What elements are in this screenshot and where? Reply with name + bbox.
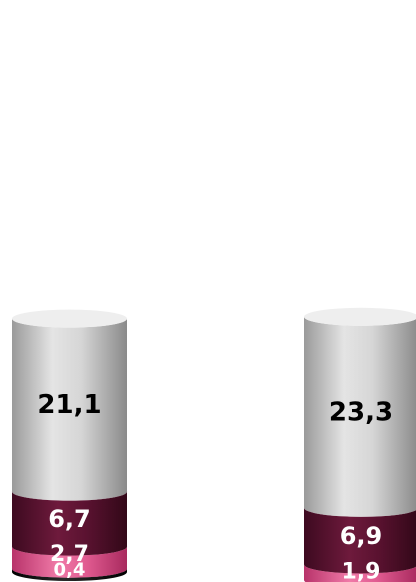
bar-segment-cap-0-3 — [12, 309, 127, 328]
bar-segment-1-1 — [304, 564, 416, 582]
bar-segment-0-3 — [12, 318, 127, 501]
bar-segment-cap-1-3 — [304, 307, 416, 326]
bar-segment-1-3 — [304, 316, 416, 517]
bar-segment-0-2 — [12, 491, 127, 556]
data-label-1-2: 6,9 — [340, 522, 383, 550]
bar-segment-0-0 — [12, 568, 127, 581]
data-label-0-0: 0,4 — [54, 560, 86, 581]
bar-segment-0-1 — [12, 546, 127, 578]
data-label-0-3: 21,1 — [37, 390, 101, 420]
bar-segment-1-2 — [304, 507, 416, 574]
data-label-0-2: 6,7 — [48, 505, 91, 533]
data-label-1-1: 1,9 — [342, 560, 381, 582]
data-label-0-1: 2,7 — [50, 542, 89, 567]
data-label-1-3: 23,3 — [329, 397, 393, 427]
